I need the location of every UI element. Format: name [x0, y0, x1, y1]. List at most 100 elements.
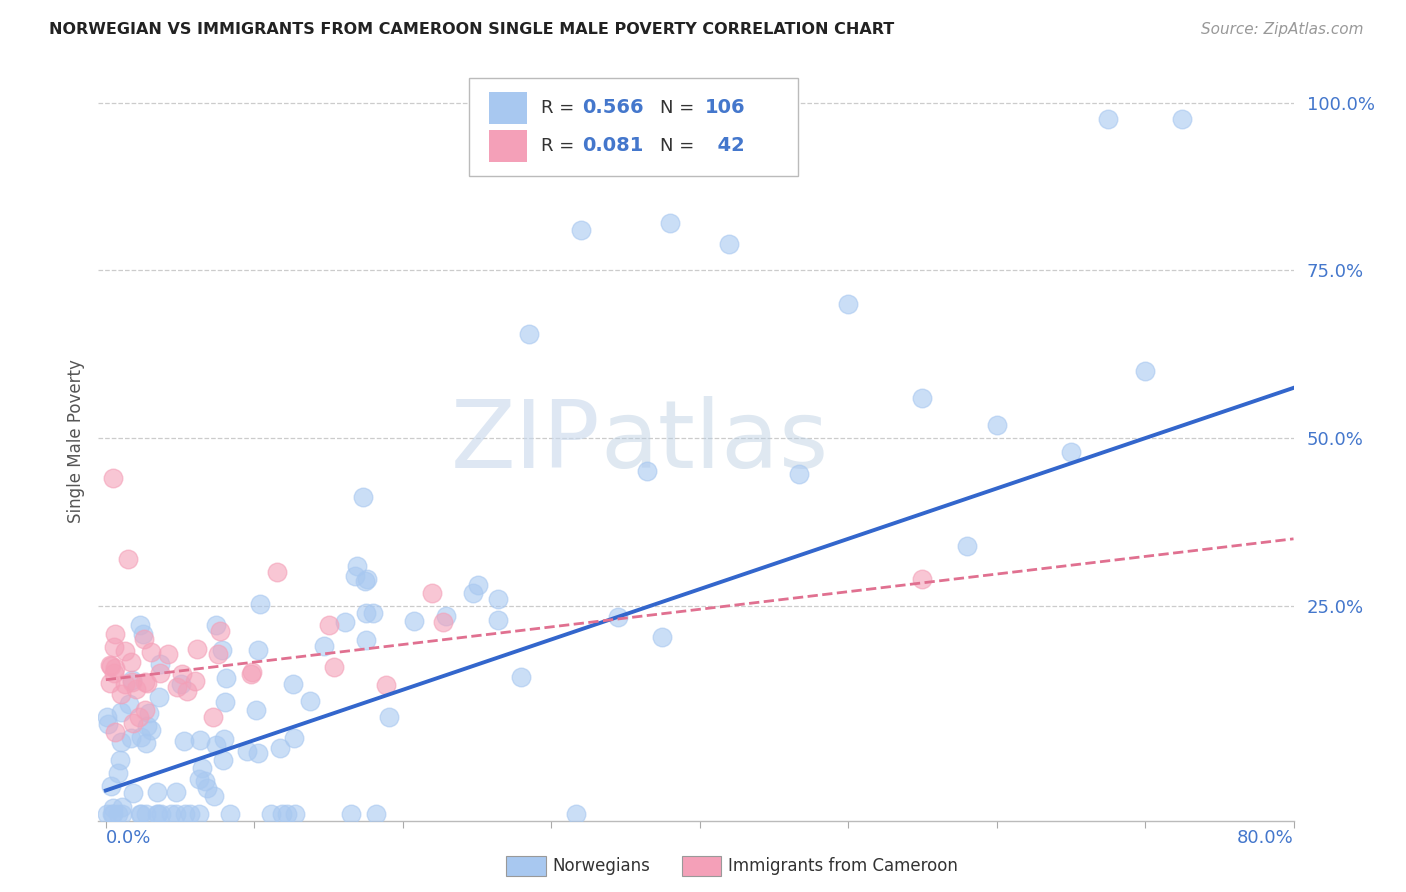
Point — [375, 678, 398, 692]
Point — [911, 391, 934, 405]
Point — [247, 746, 270, 760]
Point — [298, 694, 321, 708]
Point — [202, 789, 225, 803]
Point — [114, 677, 136, 691]
Point — [211, 642, 233, 657]
Text: R =: R = — [541, 99, 579, 117]
Point — [422, 585, 444, 599]
Point — [104, 627, 127, 641]
Point — [128, 710, 150, 724]
Text: N =: N = — [661, 99, 700, 117]
Point — [312, 639, 335, 653]
Point — [1133, 364, 1156, 378]
Point — [103, 806, 125, 821]
Text: 42: 42 — [704, 136, 745, 155]
Point — [97, 716, 120, 731]
Point — [146, 784, 169, 798]
Point — [129, 806, 152, 821]
Point — [565, 806, 588, 821]
Point — [249, 597, 271, 611]
Point — [191, 761, 214, 775]
Point — [276, 806, 298, 821]
Text: 0.566: 0.566 — [582, 98, 644, 118]
Point — [166, 681, 188, 695]
Text: ZIP: ZIP — [451, 395, 600, 488]
Point — [212, 754, 235, 768]
Point — [117, 552, 139, 566]
Point — [651, 630, 673, 644]
Point — [165, 785, 187, 799]
Point — [322, 660, 344, 674]
Point — [170, 666, 193, 681]
FancyBboxPatch shape — [489, 92, 527, 124]
Point — [343, 569, 366, 583]
FancyBboxPatch shape — [489, 130, 527, 161]
Point — [141, 723, 163, 738]
Y-axis label: Single Male Poverty: Single Male Poverty — [66, 359, 84, 524]
FancyBboxPatch shape — [470, 78, 797, 177]
Point — [188, 806, 211, 821]
Point — [1171, 112, 1194, 127]
Point — [240, 665, 263, 680]
Point — [125, 682, 148, 697]
Text: Source: ZipAtlas.com: Source: ZipAtlas.com — [1201, 22, 1364, 37]
Point — [103, 471, 125, 485]
Point — [364, 806, 387, 821]
Text: NORWEGIAN VS IMMIGRANTS FROM CAMEROON SINGLE MALE POVERTY CORRELATION CHART: NORWEGIAN VS IMMIGRANTS FROM CAMEROON SI… — [49, 22, 894, 37]
Point — [114, 644, 136, 658]
Text: 106: 106 — [704, 98, 745, 118]
Point — [121, 674, 143, 689]
Point — [135, 676, 157, 690]
Point — [195, 780, 218, 795]
Point — [378, 710, 401, 724]
Point — [215, 671, 238, 685]
Point — [659, 217, 682, 231]
Point — [184, 673, 207, 688]
Text: N =: N = — [661, 136, 700, 155]
Point — [187, 772, 209, 786]
Point — [209, 624, 232, 638]
Point — [236, 744, 259, 758]
Point — [361, 606, 384, 620]
Point — [121, 673, 143, 688]
Point — [356, 572, 378, 586]
Point — [461, 586, 484, 600]
Point — [354, 633, 377, 648]
Point — [787, 467, 810, 481]
Point — [911, 572, 934, 586]
Point — [134, 632, 156, 646]
Point — [149, 657, 172, 671]
Point — [718, 236, 741, 251]
Point — [122, 786, 145, 800]
Point — [121, 655, 143, 669]
Point — [148, 690, 170, 705]
Point — [101, 806, 124, 821]
Point — [111, 800, 134, 814]
Point — [432, 615, 454, 629]
Point — [104, 661, 127, 675]
Text: 0.0%: 0.0% — [105, 829, 152, 847]
Point — [467, 578, 489, 592]
Point — [107, 806, 129, 821]
Point — [129, 730, 152, 744]
Point — [136, 719, 159, 733]
Point — [107, 765, 129, 780]
Point — [434, 609, 457, 624]
Point — [186, 641, 208, 656]
Point — [138, 706, 160, 721]
Point — [346, 559, 368, 574]
Point — [284, 806, 307, 821]
Point — [134, 703, 156, 717]
Point — [270, 806, 292, 821]
Point — [118, 698, 141, 712]
Point — [214, 695, 236, 709]
Point — [103, 640, 125, 655]
Point — [837, 297, 859, 311]
Point — [122, 716, 145, 731]
Point — [340, 806, 363, 821]
Point — [132, 627, 155, 641]
Text: Norwegians: Norwegians — [553, 857, 651, 875]
Point — [486, 592, 509, 607]
Point — [356, 606, 378, 620]
Point — [149, 665, 172, 680]
